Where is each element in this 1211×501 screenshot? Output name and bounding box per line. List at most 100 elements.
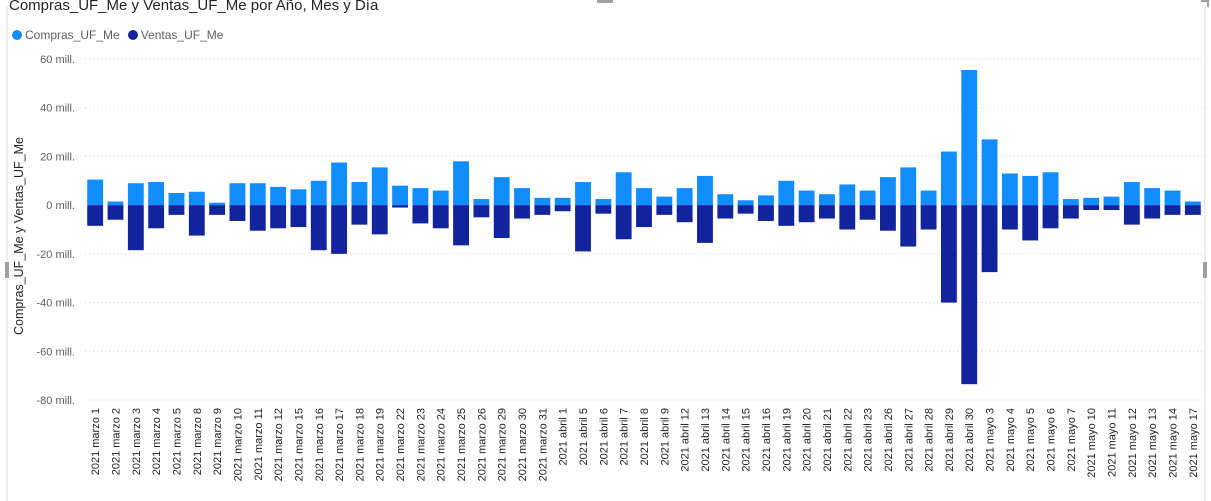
bar-ventas[interactable] [453,205,469,246]
bar-compras[interactable] [940,151,957,206]
bar-compras[interactable] [188,191,205,206]
bar-ventas[interactable] [656,205,673,215]
bar-compras[interactable] [595,199,612,206]
bar-compras[interactable] [676,188,693,206]
bar-compras[interactable] [432,190,449,206]
bar-compras[interactable] [229,183,246,206]
bar-compras[interactable] [249,183,266,206]
bar-ventas[interactable] [270,205,287,229]
bar-compras[interactable] [270,186,287,206]
bar-ventas[interactable] [1184,205,1201,215]
bar-compras[interactable] [1184,201,1201,206]
bar-ventas[interactable] [1042,205,1059,229]
bar-ventas[interactable] [798,205,815,223]
bar-ventas[interactable] [554,205,571,212]
bar-compras[interactable] [961,69,978,206]
bar-compras[interactable] [392,185,409,206]
bar-compras[interactable] [1144,188,1161,206]
bar-compras[interactable] [615,172,632,206]
bar-compras[interactable] [107,201,124,206]
bar-compras[interactable] [636,188,652,206]
bar-ventas[interactable] [1062,205,1079,219]
bar-ventas[interactable] [209,205,226,215]
bar-ventas[interactable] [514,205,530,219]
bar-ventas[interactable] [1083,205,1100,211]
bar-compras[interactable] [900,167,917,206]
bar-compras[interactable] [717,194,734,206]
bar-ventas[interactable] [1022,205,1039,241]
bar-compras[interactable] [819,194,835,206]
bar-ventas[interactable] [188,205,205,236]
bar-ventas[interactable] [229,205,246,221]
bar-compras[interactable] [778,180,795,206]
bar-ventas[interactable] [1123,205,1140,225]
bar-ventas[interactable] [839,205,856,230]
bar-ventas[interactable] [758,205,774,221]
bar-compras[interactable] [554,197,571,206]
bar-ventas[interactable] [87,205,104,226]
bar-compras[interactable] [758,195,774,206]
bar-ventas[interactable] [595,205,612,214]
bar-ventas[interactable] [940,205,957,303]
bar-ventas[interactable] [859,205,876,220]
bar-ventas[interactable] [249,205,266,231]
bar-compras[interactable] [351,182,368,206]
bar-compras[interactable] [1001,173,1018,206]
bar-compras[interactable] [1164,190,1181,206]
bar-ventas[interactable] [920,205,937,230]
bar-compras[interactable] [737,200,754,206]
bar-ventas[interactable] [371,205,388,235]
legend-item-compras[interactable]: Compras_UF_Me [12,28,120,42]
bar-compras[interactable] [209,202,226,206]
bar-ventas[interactable] [981,205,998,273]
bar-ventas[interactable] [615,205,632,240]
bar-ventas[interactable] [697,205,713,243]
bar-compras[interactable] [1062,199,1079,206]
bar-compras[interactable] [1022,175,1039,206]
bar-ventas[interactable] [168,205,185,215]
bar-compras[interactable] [656,196,673,206]
bar-compras[interactable] [697,175,713,206]
bar-compras[interactable] [290,189,307,206]
bar-compras[interactable] [168,192,185,206]
bar-compras[interactable] [453,161,469,206]
resize-handle-left[interactable] [5,262,9,278]
bar-compras[interactable] [514,188,530,206]
bar-compras[interactable] [859,190,876,206]
bar-compras[interactable] [127,183,144,206]
legend-item-ventas[interactable]: Ventas_UF_Me [127,28,223,42]
bar-ventas[interactable] [107,205,124,220]
bar-ventas[interactable] [778,205,795,226]
bar-ventas[interactable] [676,205,693,223]
bar-ventas[interactable] [310,205,327,251]
resize-handle-top[interactable] [597,0,613,3]
bar-compras[interactable] [331,162,348,206]
bar-ventas[interactable] [819,205,835,219]
bar-ventas[interactable] [1164,205,1181,215]
bar-ventas[interactable] [290,205,307,228]
bar-compras[interactable] [473,199,490,206]
resize-handle-corner[interactable] [1201,0,1209,7]
bar-compras[interactable] [798,190,815,206]
bar-ventas[interactable] [493,205,510,239]
bar-ventas[interactable] [717,205,734,219]
bar-ventas[interactable] [636,205,652,228]
resize-handle-right[interactable] [1203,262,1207,278]
bar-ventas[interactable] [432,205,449,229]
bar-ventas[interactable] [961,205,978,385]
bar-compras[interactable] [981,139,998,206]
bar-ventas[interactable] [351,205,368,225]
bar-ventas[interactable] [331,205,348,254]
bar-compras[interactable] [1042,172,1059,206]
bar-ventas[interactable] [737,205,754,214]
bar-compras[interactable] [1103,196,1120,206]
bar-compras[interactable] [87,179,104,206]
bar-compras[interactable] [839,184,856,206]
bar-compras[interactable] [1123,182,1140,206]
bar-compras[interactable] [412,188,429,206]
bar-ventas[interactable] [534,205,551,215]
bar-ventas[interactable] [900,205,917,247]
bar-compras[interactable] [920,190,937,206]
bar-ventas[interactable] [575,205,591,252]
bar-compras[interactable] [1083,197,1100,206]
